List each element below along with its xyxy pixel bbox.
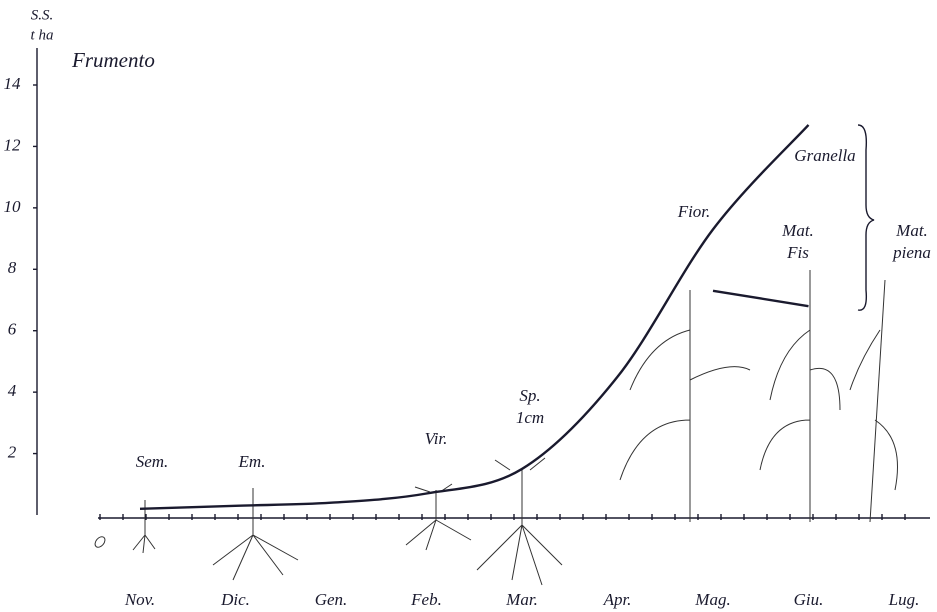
stage-label: Sp. [519,386,540,405]
stage-label: Vir. [425,429,448,448]
stage-label: Fis [786,243,809,262]
y-tick-label: 2 [8,442,17,461]
data-line [712,289,809,308]
y-axis-label: S.S. [31,7,54,23]
y-tick-label: 12 [4,135,22,154]
x-tick-label: Nov. [124,590,155,609]
y-tick-label: 8 [8,258,17,277]
data-line [139,124,810,511]
y-axis-label: t ha [31,27,54,43]
y-tick-label: 10 [4,197,22,216]
x-tick-label: Mag. [694,590,730,609]
seed [94,536,106,548]
y-tick-label: 4 [8,381,17,400]
stage-label: Mat. [895,221,928,240]
x-tick-label: Gen. [315,590,348,609]
x-tick-label: Lug. [888,590,920,609]
stage-label: Sem. [136,452,169,471]
y-tick-label: 6 [8,320,17,339]
stage-label: piena [892,243,931,262]
plant-sketches [132,270,898,586]
x-tick-label: Mar. [505,590,538,609]
chart-title: Frumento [71,48,155,72]
grain-label: Granella [794,146,855,165]
stage-label: Mat. [781,221,814,240]
brace [857,124,875,311]
x-tick-label: Giu. [794,590,824,609]
stage-label: Em. [238,452,266,471]
stage-label: 1cm [516,408,544,427]
y-tick-label: 14 [4,74,22,93]
x-tick-label: Dic. [220,590,250,609]
x-tick-label: Apr. [603,590,632,609]
stage-label: Fior. [677,202,711,221]
x-tick-label: Feb. [410,590,442,609]
